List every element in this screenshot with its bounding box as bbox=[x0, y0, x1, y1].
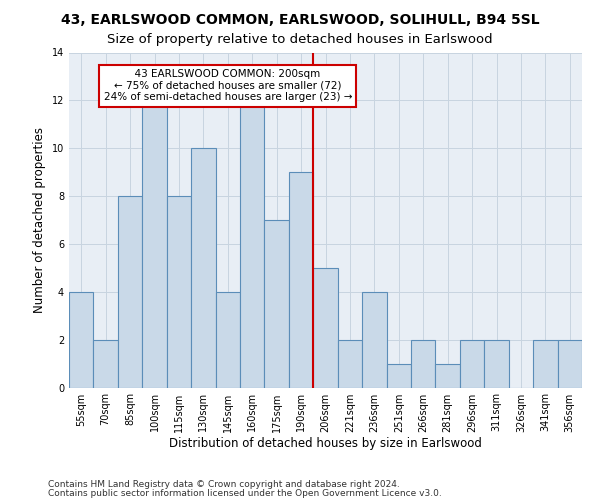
X-axis label: Distribution of detached houses by size in Earlswood: Distribution of detached houses by size … bbox=[169, 438, 482, 450]
Text: Size of property relative to detached houses in Earlswood: Size of property relative to detached ho… bbox=[107, 32, 493, 46]
Bar bbox=[215, 292, 240, 388]
Bar bbox=[191, 148, 215, 388]
Bar bbox=[94, 340, 118, 388]
Bar bbox=[69, 292, 94, 388]
Text: Contains public sector information licensed under the Open Government Licence v3: Contains public sector information licen… bbox=[48, 489, 442, 498]
Text: 43 EARLSWOOD COMMON: 200sqm  
← 75% of detached houses are smaller (72)
24% of s: 43 EARLSWOOD COMMON: 200sqm ← 75% of det… bbox=[104, 69, 352, 102]
Bar bbox=[240, 100, 265, 388]
Text: Contains HM Land Registry data © Crown copyright and database right 2024.: Contains HM Land Registry data © Crown c… bbox=[48, 480, 400, 489]
Text: 43, EARLSWOOD COMMON, EARLSWOOD, SOLIHULL, B94 5SL: 43, EARLSWOOD COMMON, EARLSWOOD, SOLIHUL… bbox=[61, 12, 539, 26]
Bar bbox=[265, 220, 289, 388]
Bar bbox=[118, 196, 142, 388]
Y-axis label: Number of detached properties: Number of detached properties bbox=[33, 127, 46, 313]
Bar bbox=[167, 196, 191, 388]
Bar bbox=[557, 340, 582, 388]
Bar bbox=[484, 340, 509, 388]
Bar bbox=[142, 100, 167, 388]
Bar bbox=[436, 364, 460, 388]
Bar bbox=[533, 340, 557, 388]
Bar bbox=[460, 340, 484, 388]
Bar bbox=[313, 268, 338, 388]
Bar bbox=[386, 364, 411, 388]
Bar bbox=[362, 292, 386, 388]
Bar bbox=[411, 340, 436, 388]
Bar bbox=[289, 172, 313, 388]
Bar bbox=[338, 340, 362, 388]
